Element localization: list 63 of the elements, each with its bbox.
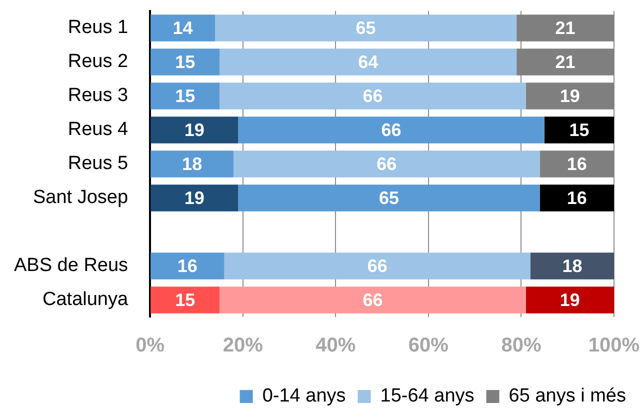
data-label: 66 xyxy=(376,154,397,174)
bar xyxy=(526,82,614,110)
data-label: 19 xyxy=(184,188,204,208)
data-label: 15 xyxy=(175,52,196,72)
y-tick-label: Reus 4 xyxy=(68,119,128,140)
bar xyxy=(150,14,216,42)
bar xyxy=(220,48,517,76)
data-label: 21 xyxy=(555,18,576,38)
data-label: 66 xyxy=(367,256,388,276)
data-label: 66 xyxy=(381,120,402,140)
data-label: 14 xyxy=(172,18,193,38)
data-label: 19 xyxy=(560,290,580,310)
data-label: 16 xyxy=(177,256,198,276)
x-tick-label: 40% xyxy=(316,334,356,357)
bar xyxy=(220,286,526,314)
data-label: 15 xyxy=(175,290,196,310)
legend-label: 15-64 anys xyxy=(380,386,474,407)
data-label: 19 xyxy=(184,120,204,140)
bar xyxy=(150,150,234,178)
data-label: 16 xyxy=(566,154,587,174)
bar xyxy=(150,286,220,314)
bar xyxy=(215,14,517,42)
bar xyxy=(150,252,224,280)
data-label: 65 xyxy=(356,18,376,38)
bar xyxy=(150,82,220,110)
y-tick-label: Reus 1 xyxy=(68,17,128,38)
data-label: 19 xyxy=(560,86,580,106)
bar xyxy=(516,14,614,42)
data-label: 64 xyxy=(358,52,378,72)
x-tick-label: 0% xyxy=(136,334,165,357)
x-tick-label: 100% xyxy=(588,334,640,357)
data-label: 66 xyxy=(362,86,383,106)
x-tick-label: 80% xyxy=(501,334,542,357)
y-tick-label: Catalunya xyxy=(42,289,128,310)
bar xyxy=(526,286,614,314)
data-label: 16 xyxy=(566,188,587,208)
y-tick-label: Reus 3 xyxy=(68,85,128,106)
bar xyxy=(234,150,540,178)
bar xyxy=(150,184,238,212)
y-tick-label: Sant Josep xyxy=(32,187,128,208)
data-label: 21 xyxy=(555,52,576,72)
data-label: 65 xyxy=(378,188,400,208)
y-tick-label: Reus 2 xyxy=(68,51,128,72)
bar xyxy=(150,48,220,76)
data-label: 15 xyxy=(569,120,590,140)
bar xyxy=(224,252,530,280)
bar xyxy=(150,116,238,144)
bar xyxy=(540,184,614,212)
legend-label: 65 anys i més xyxy=(508,386,626,407)
bar xyxy=(220,82,526,110)
bar xyxy=(516,48,614,76)
bar xyxy=(530,252,614,280)
data-label: 15 xyxy=(175,86,196,106)
bar xyxy=(540,150,614,178)
legend-label: 0-14 anys xyxy=(262,386,346,407)
x-tick-label: 60% xyxy=(408,334,449,357)
data-label: 66 xyxy=(362,290,383,310)
x-tick-label: 20% xyxy=(222,334,264,357)
data-label: 18 xyxy=(562,256,582,276)
data-label: 18 xyxy=(182,154,202,174)
bar xyxy=(544,116,614,144)
y-tick-label: ABS de Reus xyxy=(14,255,128,276)
y-tick-label: Reus 5 xyxy=(68,153,128,174)
